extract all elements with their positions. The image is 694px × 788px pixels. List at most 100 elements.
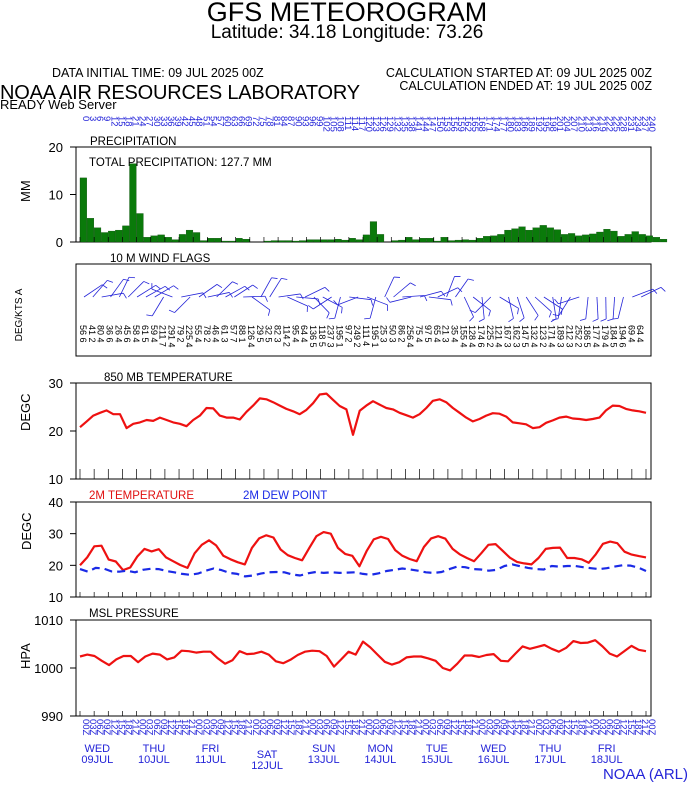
precip-bar bbox=[476, 238, 484, 243]
utc-label: 09Z bbox=[101, 719, 112, 736]
utc-label: 09Z bbox=[384, 719, 395, 736]
day-date: 18JUL bbox=[591, 754, 623, 766]
precip-bar bbox=[490, 235, 498, 243]
top-hour-label: 141 bbox=[413, 116, 424, 132]
wind-label: 82 3 bbox=[273, 325, 283, 343]
utc-label: 00Z bbox=[306, 719, 317, 736]
precip-bar bbox=[603, 229, 611, 243]
top-hour-label: 192 bbox=[533, 116, 544, 132]
top-hour-label: 177 bbox=[497, 116, 508, 132]
precip-bar bbox=[327, 239, 335, 243]
wind-label: 61 5 bbox=[140, 325, 150, 343]
utc-label: 18Z bbox=[405, 719, 416, 736]
chart-title: GFS METEOROGRAM bbox=[206, 0, 488, 27]
precip-ylabel: MM bbox=[18, 180, 33, 202]
wind-flag-shaft bbox=[337, 296, 359, 306]
precip-bar bbox=[108, 230, 116, 243]
wind-flag-shaft bbox=[481, 296, 485, 319]
day-date: 15JUL bbox=[421, 754, 453, 766]
wind-flag-shaft bbox=[334, 296, 341, 319]
wind-flag-barb bbox=[271, 277, 278, 279]
wind-label: 88 1 bbox=[237, 325, 247, 343]
wind-flag-shaft bbox=[543, 296, 563, 310]
wind-label: 132 4 bbox=[529, 325, 539, 348]
wind-flag-barb bbox=[308, 305, 314, 310]
wind-flag-shaft bbox=[198, 284, 218, 298]
wind-label: 256 4 bbox=[405, 325, 415, 348]
utc-label: 06Z bbox=[547, 719, 558, 736]
wind-flag-barb bbox=[341, 307, 343, 314]
wind-flag-shaft bbox=[110, 278, 124, 298]
wind-label: 249 2 bbox=[352, 325, 362, 348]
wind-flag-barb bbox=[660, 287, 666, 292]
utc-label: 18Z bbox=[292, 719, 303, 736]
wind-flag-barb bbox=[173, 285, 179, 290]
wind-flag-barb bbox=[467, 278, 474, 281]
top-hour-label: 135 bbox=[398, 116, 409, 132]
top-hour-label: 102 bbox=[321, 116, 332, 132]
utc-label: 12Z bbox=[278, 719, 289, 736]
temp850-frame bbox=[75, 382, 652, 480]
wind-label: 35 4 bbox=[449, 325, 459, 343]
wind-label: 212 3 bbox=[564, 325, 574, 348]
temp2m-title: 2M TEMPERATURE bbox=[89, 490, 194, 502]
precip-bar bbox=[348, 238, 356, 243]
wind-label: 80 4 bbox=[96, 325, 106, 343]
precip-bar bbox=[546, 227, 554, 243]
utc-label: 03Z bbox=[144, 719, 155, 736]
precip-bar bbox=[228, 240, 236, 243]
top-hour-label: 63 bbox=[229, 116, 240, 127]
precip-bar bbox=[560, 234, 569, 243]
utc-label: 00Z bbox=[646, 719, 657, 736]
precip-bar bbox=[617, 236, 625, 243]
wind-flag-barb bbox=[216, 284, 223, 289]
utc-label: 09Z bbox=[497, 719, 508, 736]
wind-label: 189 3 bbox=[556, 325, 566, 348]
precip-bar bbox=[207, 238, 215, 243]
utc-label: 21Z bbox=[130, 719, 141, 736]
calculation-ended: CALCULATION ENDED AT: 19 JUL 2025 00Z bbox=[399, 79, 652, 93]
wind-flag-shaft bbox=[136, 285, 156, 298]
wind-label: 32 5 bbox=[264, 325, 274, 343]
wind-flag-shaft bbox=[174, 296, 191, 313]
utc-label: 03Z bbox=[540, 719, 551, 736]
wind-flag-shaft bbox=[402, 295, 425, 298]
top-hour-label: 234 bbox=[632, 116, 643, 132]
top-hour-label: 99 bbox=[313, 116, 324, 127]
msl-yaxis: 990 1000 1010 bbox=[34, 613, 647, 724]
wind-label: 184 5 bbox=[609, 325, 619, 348]
msl-title: MSL PRESSURE bbox=[89, 608, 179, 620]
wind-label: 195 1 bbox=[334, 325, 344, 348]
wind-flag-barb bbox=[612, 317, 619, 320]
temp2m-panel: 2M TEMPERATURE 2M DEW POINT DEGC 10 20 30 4… bbox=[19, 490, 652, 605]
utc-label: 15Z bbox=[342, 719, 353, 736]
precip-bar bbox=[638, 234, 646, 243]
utc-label: 03Z bbox=[596, 719, 607, 736]
top-hour-label: 72 bbox=[250, 116, 261, 127]
precip-bar bbox=[376, 234, 385, 243]
wind-flag-barb bbox=[386, 297, 391, 303]
wind-flag-barb bbox=[457, 287, 463, 293]
wind-label: 50 3 bbox=[388, 325, 398, 343]
utc-label: 21Z bbox=[469, 719, 480, 736]
top-hour-label: 195 bbox=[540, 116, 551, 132]
top-hour-label: 93 bbox=[299, 116, 310, 127]
wind-flag-shaft bbox=[366, 296, 388, 306]
top-hour-label: 30 bbox=[151, 116, 162, 127]
wind-flag-barb bbox=[370, 299, 374, 306]
utc-label: 18Z bbox=[122, 719, 133, 736]
wind-flag-shaft bbox=[251, 296, 271, 311]
utc-label: 06Z bbox=[207, 719, 218, 736]
wind-flag-shaft bbox=[612, 296, 616, 319]
precip-bar bbox=[426, 238, 434, 243]
wind-flag-shaft bbox=[419, 290, 442, 298]
precip-bar bbox=[497, 234, 505, 243]
precip-bar bbox=[334, 238, 342, 243]
y-tick-label: 30 bbox=[49, 527, 63, 542]
wind-flag-shaft bbox=[154, 285, 174, 298]
wind-flag-barb bbox=[508, 318, 514, 323]
wind-flag-shaft bbox=[516, 296, 525, 319]
precip-bar bbox=[270, 240, 278, 243]
top-hour-label: 120 bbox=[363, 116, 374, 132]
